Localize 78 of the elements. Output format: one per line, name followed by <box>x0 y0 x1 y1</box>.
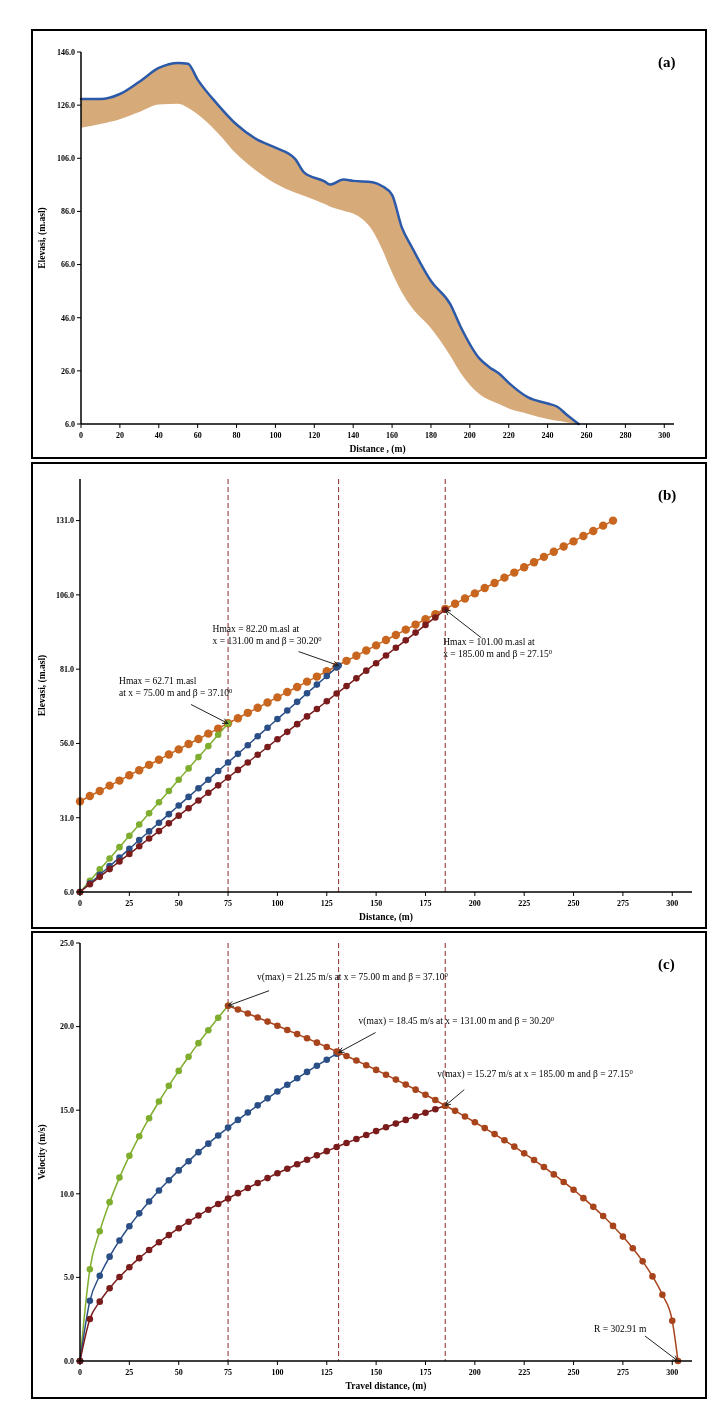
x-tick-label: 260 <box>580 431 593 440</box>
x-tick-label: 50 <box>174 1368 183 1377</box>
annotation: v(max) = 18.45 m/s at x = 131.00 m and β = 30.20$^{0}$ <box>358 1014 555 1027</box>
x-tick-label: 100 <box>269 431 282 440</box>
y-tick-label: 0.0 <box>64 1356 74 1366</box>
annotation: v(max) = 21.25 m/s at x = 75.00 m and β = 37.10$^{0}$ <box>257 970 449 983</box>
x-tick-label: 250 <box>567 1368 580 1377</box>
y-tick-label: 6.0 <box>64 887 74 897</box>
y-tick-label: 106.0 <box>56 590 74 600</box>
text: (b) <box>658 487 677 504</box>
x-tick-label: 250 <box>567 899 580 908</box>
x-tick-label: 300 <box>666 899 679 908</box>
x-tick-label: 200 <box>468 1368 481 1377</box>
y-tick-label: 20.0 <box>60 1022 74 1032</box>
y-tick-label: 46.0 <box>61 313 75 323</box>
y-tick-label: 126.0 <box>57 100 75 110</box>
x-tick-label: 180 <box>424 431 437 440</box>
x-tick-label: 280 <box>619 431 632 440</box>
y-tick-label: 56.0 <box>60 739 74 749</box>
y-axis-title: Elevasi, (m.asl) <box>37 207 48 269</box>
x-tick-label: 275 <box>616 899 629 908</box>
y-tick-label: 25.0 <box>60 938 74 948</box>
x-tick-label: 225 <box>518 1368 531 1377</box>
chart-title: (a) <box>658 54 676 71</box>
x-tick-label: 60 <box>193 431 202 440</box>
x-tick-label: 75 <box>224 1368 233 1377</box>
y-tick-label: 81.0 <box>60 664 74 674</box>
x-tick-label: 125 <box>320 1368 333 1377</box>
x-tick-label: 200 <box>463 431 476 440</box>
y-tick-label: 66.0 <box>61 260 75 270</box>
x-axis-title: Distance, (m) <box>359 912 413 923</box>
x-tick-label: 120 <box>308 431 321 440</box>
x-tick-label: 175 <box>419 1368 432 1377</box>
y-axis-title: Elevasi, (m.asl) <box>37 654 48 717</box>
x-tick-label: 0 <box>79 431 83 440</box>
y-tick-label: 15.0 <box>60 1106 74 1115</box>
x-axis-title: Travel distance, (m) <box>345 1381 427 1392</box>
x-tick-label: 50 <box>174 899 183 908</box>
x-tick-label: 240 <box>541 431 554 440</box>
x-tick-label: 75 <box>224 899 233 908</box>
y-tick-label: 131.0 <box>56 516 74 526</box>
x-tick-label: 0 <box>78 899 82 908</box>
x-tick-label: 300 <box>658 431 671 440</box>
y-tick-label: 106.0 <box>57 154 75 164</box>
x-tick-label: 300 <box>666 1368 679 1377</box>
x-tick-label: 150 <box>370 1368 383 1377</box>
x-tick-label: 0 <box>78 1368 82 1377</box>
text: (c) <box>658 956 675 973</box>
y-tick-label: 5.0 <box>64 1273 74 1283</box>
y-tick-label: 86.0 <box>61 207 75 217</box>
y-tick-label: 31.0 <box>60 813 74 823</box>
x-tick-label: 200 <box>468 899 481 908</box>
annotation: v(max) = 15.27 m/s at x = 185.00 m and β = 27.15$^{0}$ <box>437 1067 634 1080</box>
y-tick-label: 26.0 <box>61 366 75 376</box>
annotation: R = 302.91 m <box>594 1324 647 1334</box>
y-tick-label: 10.0 <box>60 1189 74 1199</box>
annotation: Hmax = 62.71 m.asl at x = 75.00 m and β = 37.10$^{0}$ <box>119 675 234 698</box>
y-tick-label: 6.0 <box>65 419 75 429</box>
x-tick-label: 175 <box>419 899 432 908</box>
x-tick-label: 25 <box>125 899 134 908</box>
x-tick-label: 140 <box>347 431 360 440</box>
x-tick-label: 100 <box>271 899 284 908</box>
x-tick-label: 25 <box>125 1368 134 1377</box>
x-tick-label: 220 <box>502 431 515 440</box>
annotation: Hmax = 82.20 m.asl at x = 131.00 m and β = 30.20$^{0}$ <box>212 623 323 646</box>
x-tick-label: 225 <box>518 899 531 908</box>
annotation: Hmax = 101.00 m.asl at x = 185.00 m and β = 27.15$^{0}$ <box>443 636 553 659</box>
y-axis-title: Velocity (m/s) <box>37 1124 48 1180</box>
y-tick-label: 146.0 <box>57 47 75 57</box>
x-tick-label: 20 <box>115 431 124 440</box>
x-tick-label: 275 <box>616 1368 629 1377</box>
x-tick-label: 125 <box>320 899 333 908</box>
x-tick-label: 160 <box>386 431 399 440</box>
x-tick-label: 100 <box>271 1368 284 1377</box>
x-tick-label: 40 <box>154 431 163 440</box>
x-tick-label: 150 <box>370 899 383 908</box>
x-tick-label: 80 <box>232 431 241 440</box>
x-axis-title: Distance , (m) <box>349 444 406 455</box>
